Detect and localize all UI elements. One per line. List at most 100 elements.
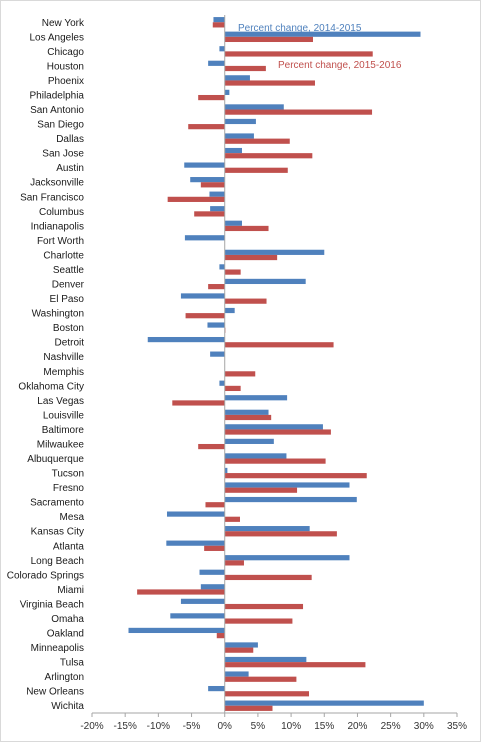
category-label: Indianapolis [31,221,84,232]
bar-2015-2016-philadelphia [198,95,225,100]
bar-2014-2015-denver [225,279,306,284]
bar-2014-2015-arlington [225,671,249,676]
category-label: Chicago [47,47,84,58]
bar-2015-2016-tucson [225,473,367,478]
bar-2014-2015-miami [201,584,225,589]
bar-2015-2016-memphis [225,371,256,376]
bar-2015-2016-san-francisco [168,197,225,202]
bar-2014-2015-virginia-beach [181,599,225,604]
bar-2014-2015-houston [208,61,225,66]
bar-2014-2015-washington [225,308,235,313]
bar-2015-2016-minneapolis [225,648,254,653]
category-label: Omaha [51,614,84,625]
bar-2014-2015-sacramento [225,497,357,502]
category-label: Baltimore [42,425,85,436]
category-label: Atlanta [53,541,85,552]
category-label: Fort Worth [37,236,84,247]
bar-2015-2016-louisville [225,415,271,420]
bar-2014-2015-san-antonio [225,104,284,109]
bar-2015-2016-phoenix [225,80,315,85]
bar-2014-2015-tulsa [225,657,307,662]
x-tick-label: 20% [347,721,367,732]
bar-2015-2016-baltimore [225,429,331,434]
bar-2015-2016-oklahoma-city [225,386,241,391]
bar-2014-2015-long-beach [225,555,350,560]
category-label: Columbus [39,207,84,218]
bar-2015-2016-jacksonville [201,182,225,187]
x-tick-label: 30% [414,721,434,732]
bar-2015-2016-los-angeles [225,37,313,42]
bar-2015-2016-dallas [225,139,290,144]
bar-2014-2015-philadelphia [225,90,230,95]
bar-2015-2016-long-beach [225,560,244,565]
category-label: Denver [52,280,85,291]
bar-2014-2015-austin [184,162,224,167]
bar-2015-2016-washington [186,313,225,318]
legend-series-2014-2015: Percent change, 2014-2015 [238,23,362,34]
bar-2014-2015-new-york [213,17,224,22]
category-label: Oakland [47,629,84,640]
bar-2014-2015-baltimore [225,424,323,429]
category-label: Detroit [55,338,85,349]
bar-2014-2015-detroit [148,337,225,342]
bar-2015-2016-denver [208,284,225,289]
bar-2014-2015-columbus [210,206,225,211]
category-label: Phoenix [48,76,84,87]
bar-2015-2016-albuquerque [225,459,326,464]
bar-2014-2015-san-diego [225,119,256,124]
category-label: Houston [47,61,84,72]
category-label: New Orleans [26,687,84,698]
x-tick-label: -10% [147,721,170,732]
category-label: San Francisco [20,192,84,203]
bar-2014-2015-colorado-springs [200,570,225,575]
bar-2014-2015-oakland [129,628,225,633]
bar-2015-2016-columbus [194,211,225,216]
bar-2014-2015-albuquerque [225,453,287,458]
bar-2015-2016-detroit [225,342,334,347]
category-label: Fresno [53,483,85,494]
bar-2015-2016-chicago [225,51,373,56]
bar-2014-2015-milwaukee [225,439,274,444]
category-label: Virginia Beach [20,599,84,610]
bar-2015-2016-tulsa [225,662,366,667]
bar-2015-2016-sacramento [205,502,224,507]
bar-2015-2016-virginia-beach [225,604,303,609]
bar-2014-2015-charlotte [225,250,325,255]
category-label: Arlington [45,672,84,683]
category-label: Oklahoma City [18,381,84,392]
bar-2014-2015-dallas [225,133,254,138]
bar-2014-2015-omaha [170,613,224,618]
bar-2014-2015-fort-worth [185,235,225,240]
category-label: Los Angeles [30,32,85,43]
x-tick-label: 5% [251,721,266,732]
x-tick-label: 15% [314,721,334,732]
x-tick-label: 35% [447,721,467,732]
bar-2015-2016-seattle [225,269,241,274]
bar-2015-2016-san-jose [225,153,313,158]
bar-2014-2015-boston [207,322,224,327]
bar-2015-2016-miami [137,589,225,594]
category-label: Wichita [51,701,84,712]
category-label: Mesa [60,512,85,523]
bar-2014-2015-indianapolis [225,221,242,226]
bar-2014-2015-oklahoma-city [219,381,224,386]
category-label: Milwaukee [37,439,85,450]
x-tick-label: -15% [114,721,137,732]
category-label: Tulsa [60,658,85,669]
category-label: Washington [32,309,84,320]
bar-2014-2015-mesa [167,511,225,516]
category-label: Long Beach [31,556,84,567]
category-label: Boston [53,323,84,334]
category-label: Austin [56,163,84,174]
category-label: San Antonio [30,105,84,116]
bar-2014-2015-el-paso [181,293,225,298]
category-label: Louisville [43,410,85,421]
bar-2015-2016-indianapolis [225,226,269,231]
bar-2014-2015-kansas-city [225,526,310,531]
bar-2014-2015-atlanta [166,541,224,546]
bar-2015-2016-el-paso [225,299,267,304]
bar-2014-2015-new-orleans [208,686,225,691]
bar-2015-2016-charlotte [225,255,277,260]
bar-2014-2015-seattle [219,264,224,269]
